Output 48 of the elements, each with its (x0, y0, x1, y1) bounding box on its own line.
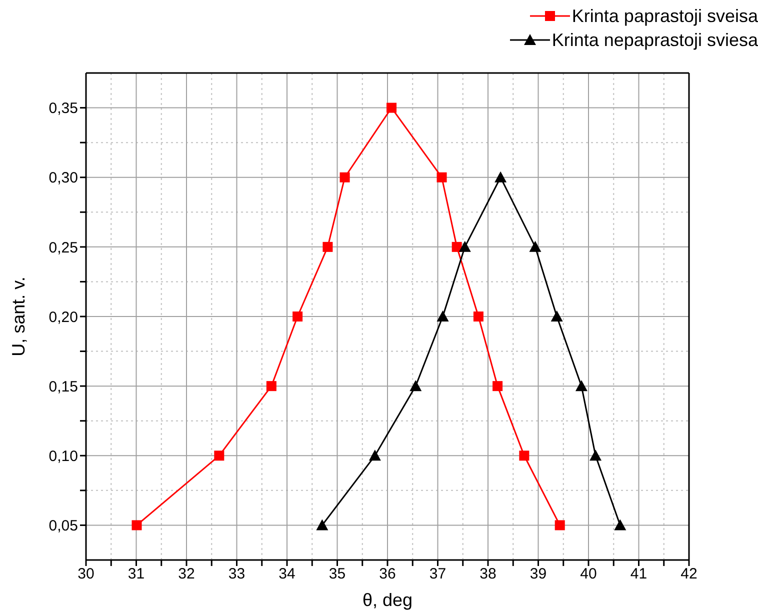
point (554, 520, 565, 530)
x-tick-label: 32 (178, 566, 195, 583)
point (492, 381, 503, 392)
x-axis-title: θ, deg (362, 590, 413, 610)
point (458, 240, 471, 252)
y-tick-label: 0,35 (48, 100, 78, 118)
point (436, 172, 447, 182)
x-tick-label: 30 (78, 566, 94, 583)
point (322, 242, 333, 252)
y-tick-label: 0,10 (48, 448, 78, 465)
x-tick-label: 38 (480, 566, 496, 583)
y-tick-label: 0,15 (48, 378, 78, 396)
point (575, 380, 588, 392)
point (473, 312, 484, 322)
legend-label: Krinta nepaprastoji sviesa (552, 30, 758, 50)
point (410, 380, 422, 392)
y-tick-label: 0,30 (48, 170, 78, 187)
y-tick-label: 0,25 (48, 239, 78, 256)
point (368, 450, 381, 461)
x-tick-label: 34 (278, 566, 296, 583)
y-axis-title: U, sant. v. (8, 276, 28, 356)
point (519, 450, 530, 461)
point (529, 240, 542, 252)
point (292, 312, 303, 322)
x-tick-label: 35 (328, 566, 346, 583)
point (452, 242, 462, 252)
point (550, 310, 563, 322)
point (590, 450, 602, 461)
point (316, 519, 328, 530)
y-tick-label: 0,20 (48, 308, 78, 326)
x-tick-label: 42 (680, 566, 698, 583)
point (386, 102, 397, 113)
point (614, 519, 626, 530)
x-tick-label: 31 (128, 566, 145, 583)
x-tick-label: 40 (580, 566, 597, 583)
point (494, 171, 507, 182)
point (132, 520, 142, 530)
x-tick-label: 37 (429, 566, 446, 583)
x-tick-label: 36 (379, 566, 396, 583)
x-tick-label: 33 (228, 566, 246, 583)
point (214, 450, 224, 461)
point (436, 310, 449, 322)
y-tick-label: 0,05 (48, 518, 78, 535)
point (266, 381, 276, 392)
x-tick-label: 39 (530, 566, 547, 583)
x-tick-label: 41 (630, 566, 648, 583)
point (340, 172, 350, 182)
legend-label: Krinta paprastoji sveisa (572, 6, 758, 26)
